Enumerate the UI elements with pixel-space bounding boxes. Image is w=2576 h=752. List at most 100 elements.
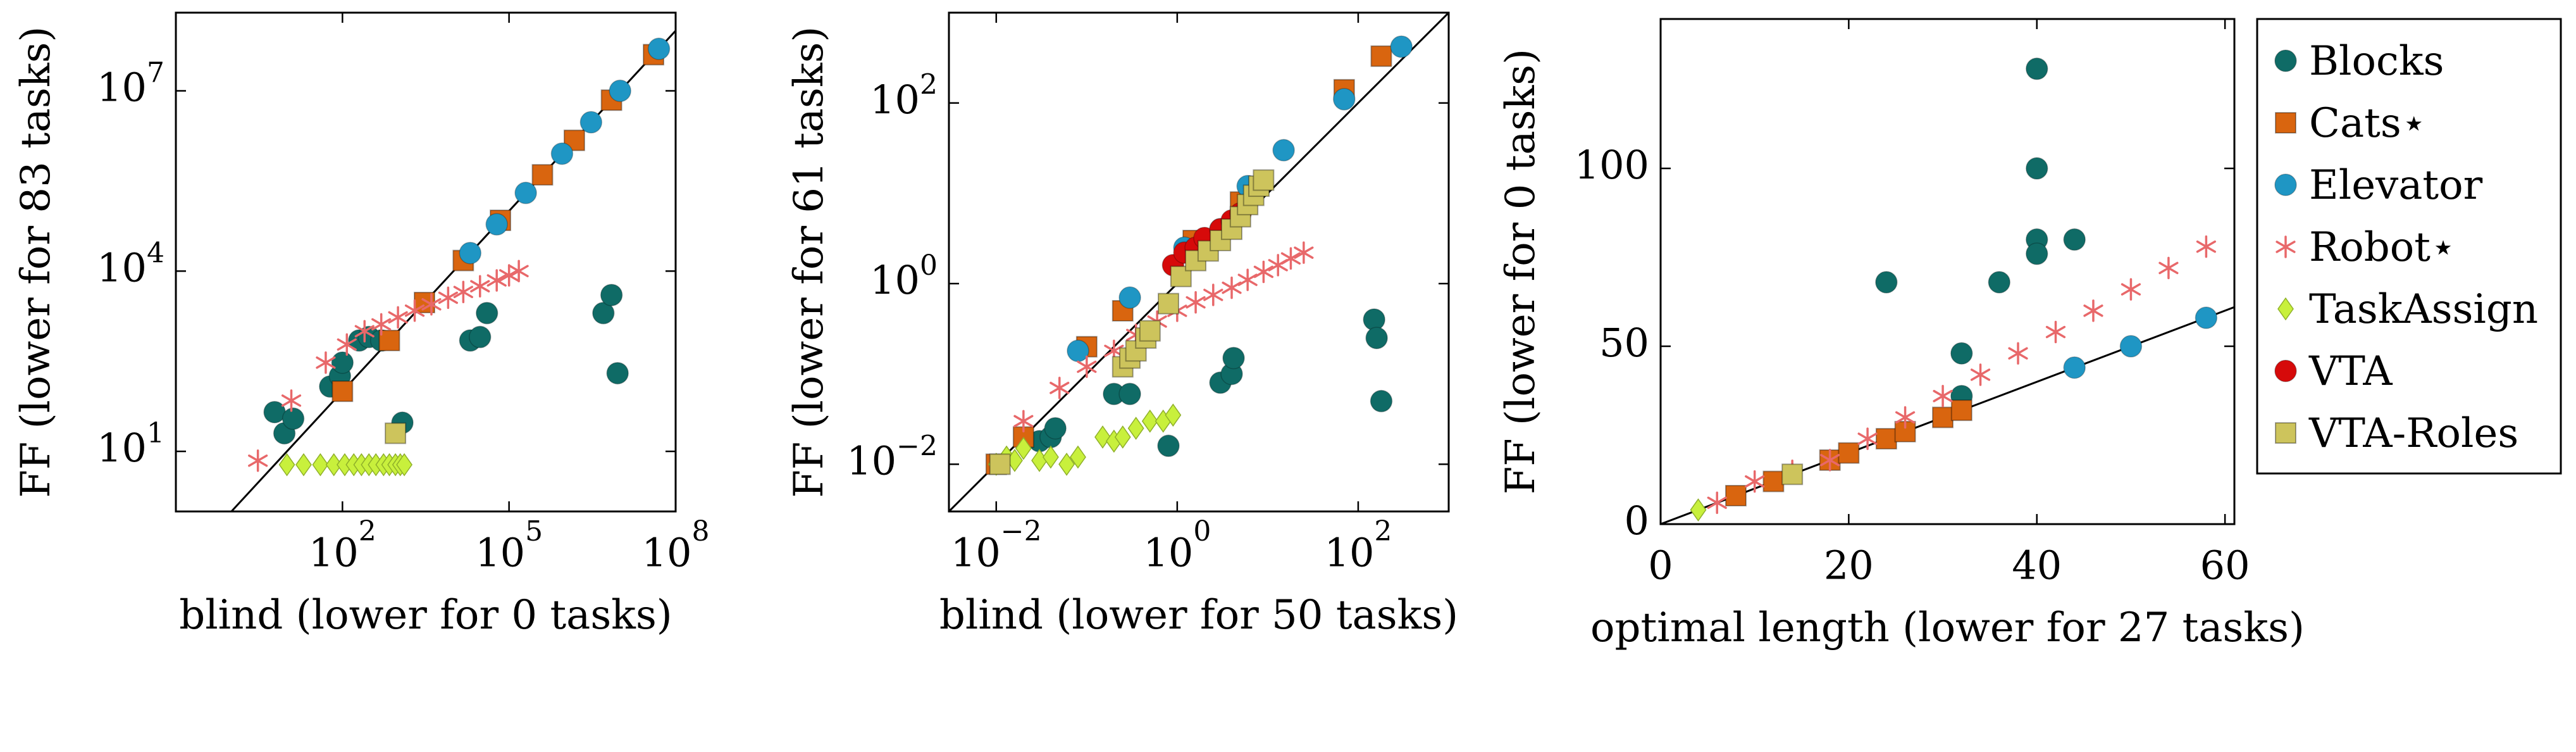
- series-robot: [1707, 235, 2216, 515]
- chart-panel-1: 102 105 108 101 104 107 blind (lower for 0 tas…: [13, 11, 709, 639]
- legend-label: VTA: [2308, 348, 2393, 395]
- data-point: [1268, 254, 1288, 277]
- data-point: [1237, 268, 1258, 291]
- data-point: [1222, 346, 1245, 370]
- data-point: [1333, 88, 1356, 111]
- data-point: [421, 293, 442, 316]
- legend-marker: [2275, 422, 2296, 444]
- data-point: [2008, 342, 2028, 365]
- data-point: [499, 264, 519, 287]
- legend-marker: [2274, 360, 2297, 382]
- series-blocks: [1028, 308, 1393, 458]
- data-point: [312, 453, 329, 477]
- legend-item-blocks: Blocks: [2274, 38, 2444, 85]
- data-point: [1781, 463, 1804, 486]
- data-point: [1139, 320, 1161, 342]
- data-point: [989, 453, 1011, 475]
- legend-item-vta-roles: VTA-Roles: [2275, 410, 2518, 457]
- legend: Blocks Cats⋆ Elevator Robot⋆ TaskAssign VTA VT…: [2256, 18, 2562, 475]
- data-point: [1895, 406, 1916, 429]
- data-point: [1875, 428, 1897, 450]
- chart-panel-3: 0 20 40 60 0 50 100 optimal length (lower for 2…: [1497, 18, 2305, 651]
- legend-marker: [2274, 173, 2297, 196]
- x-tick-label: 60: [2200, 542, 2250, 588]
- data-point: [1013, 410, 1034, 433]
- data-point: [1118, 286, 1141, 309]
- legend-box: [2256, 18, 2562, 475]
- data-point: [531, 164, 554, 186]
- data-point: [388, 306, 408, 329]
- data-point: [1933, 384, 1953, 408]
- data-point: [371, 313, 392, 336]
- data-point: [1197, 240, 1219, 262]
- data-point: [331, 351, 354, 374]
- data-point: [1838, 442, 1860, 464]
- data-point: [1127, 417, 1144, 440]
- data-point: [1370, 389, 1393, 413]
- data-point: [579, 111, 603, 134]
- y-tick-label: 100: [870, 249, 938, 304]
- data-point: [1253, 260, 1273, 284]
- legend-label: Robot⋆: [2309, 224, 2456, 271]
- data-point: [2026, 242, 2048, 265]
- data-point: [385, 422, 407, 444]
- data-point: [1988, 271, 2011, 294]
- data-point: [1294, 241, 1314, 264]
- y-tick-label: 50: [1599, 320, 1649, 366]
- data-point: [281, 389, 302, 412]
- data-point: [1725, 485, 1747, 507]
- legend-item-robot: Robot⋆: [2276, 224, 2456, 271]
- x-tick-label: 102: [1325, 515, 1392, 575]
- data-point: [2158, 256, 2179, 280]
- data-point: [1141, 410, 1158, 433]
- legend-item-elevator: Elevator: [2274, 162, 2483, 209]
- x-tick-label: 40: [2012, 542, 2062, 588]
- y-tick-label: 101: [97, 417, 164, 472]
- series-blocks: [263, 284, 629, 445]
- data-point: [1015, 436, 1032, 460]
- data-point: [1070, 445, 1086, 469]
- data-area: [1661, 57, 2234, 524]
- legend-item-taskassign: TaskAssign: [2277, 286, 2538, 333]
- y-tick-label: 100: [1575, 142, 1649, 188]
- y-axis-title: FF (lower for 0 tasks): [1497, 49, 1544, 494]
- series-blocks: [1875, 57, 2086, 408]
- data-point: [1158, 292, 1180, 315]
- y-axis-title: FF (lower for 83 tasks): [13, 27, 59, 498]
- data-point: [1094, 425, 1111, 449]
- data-point: [396, 453, 413, 477]
- data-point: [1365, 327, 1388, 349]
- chart-panel-2: 10−2 100 102 10−2 100 102 blind (lower for 50 …: [786, 11, 1458, 639]
- plot-frame: [1659, 18, 2236, 525]
- data-point: [2195, 306, 2218, 329]
- data-point: [1253, 169, 1275, 191]
- series-vta-roles: [989, 169, 1275, 475]
- data-point: [1707, 491, 1727, 515]
- data-point: [1222, 276, 1242, 299]
- y-tick-label: 10−2: [846, 430, 938, 484]
- data-point: [2121, 278, 2141, 301]
- data-point: [1875, 271, 1898, 294]
- data-point: [550, 142, 574, 165]
- x-tick-label: 100: [1143, 515, 1211, 575]
- legend-marker: [2274, 49, 2297, 72]
- legend-item-vta: VTA: [2274, 348, 2393, 395]
- x-axis-title: blind (lower for 0 tasks): [179, 592, 672, 639]
- data-point: [609, 79, 631, 103]
- data-point: [325, 453, 342, 477]
- data-point: [2026, 157, 2048, 180]
- legend-label: Elevator: [2309, 162, 2483, 209]
- data-point: [1762, 470, 1785, 492]
- legend-marker: [2275, 112, 2296, 134]
- data-point: [1031, 449, 1048, 472]
- data-point: [1050, 377, 1070, 399]
- data-point: [354, 320, 375, 342]
- series-vta-roles: [385, 422, 407, 444]
- data-point: [509, 260, 529, 283]
- data-point: [486, 269, 507, 292]
- data-point: [1272, 139, 1295, 162]
- x-tick-label: 10−2: [951, 515, 1042, 575]
- data-point: [2063, 356, 2086, 379]
- data-point: [1042, 445, 1059, 469]
